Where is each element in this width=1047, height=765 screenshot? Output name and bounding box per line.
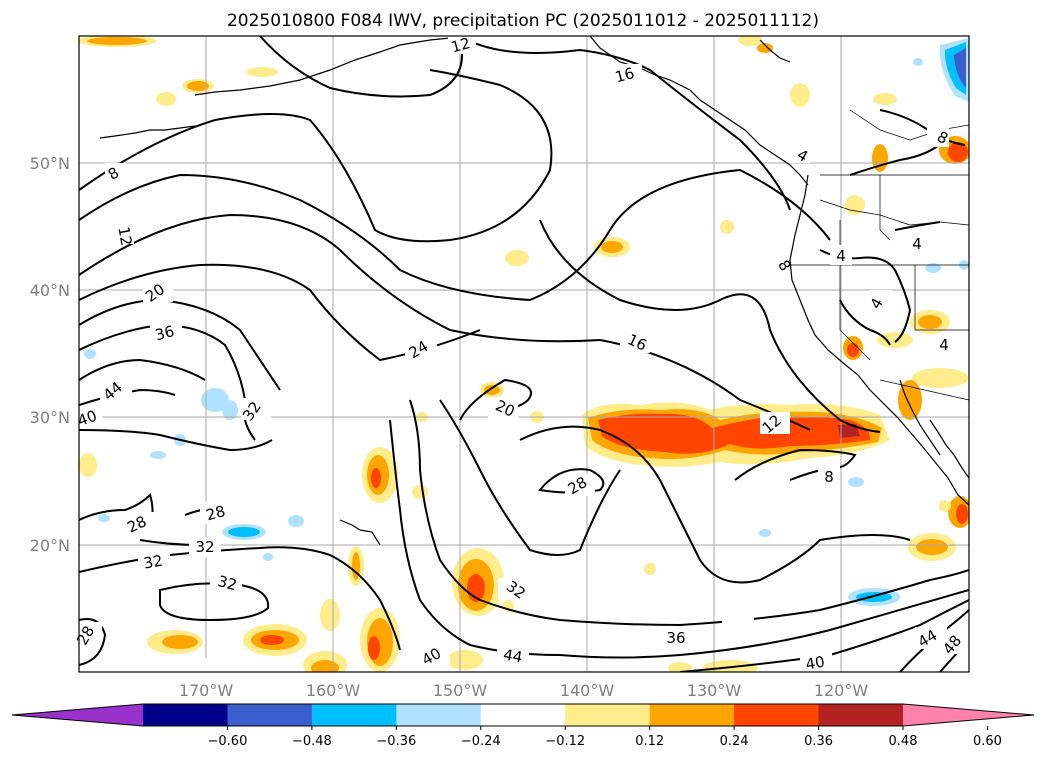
contour-label: 12 (114, 225, 135, 247)
contour-label-halos (79, 36, 969, 672)
colorbar-extend-high (903, 704, 1034, 726)
contour-label: 32 (216, 572, 239, 594)
colorbar-extend-low (12, 704, 143, 726)
colorbar-tick-label: 0.36 (804, 734, 833, 749)
lon-label-120w: 120°W (814, 681, 869, 700)
colorbar-tick-label: −0.48 (292, 734, 332, 749)
lon-label-170w: 170°W (179, 681, 234, 700)
contour-label: 8 (824, 468, 834, 486)
colorbar-tick-label: −0.60 (208, 734, 248, 749)
contour-label: 40 (804, 653, 826, 674)
colorbar-outline (11, 703, 1035, 727)
plot-area (79, 36, 969, 672)
lat-labels: 50°N 40°N 30°N 20°N (30, 154, 70, 555)
lon-label-140w: 140°W (560, 681, 615, 700)
lon-label-130w: 130°W (687, 681, 742, 700)
colorbar-segment (396, 704, 482, 726)
precip-blobs (79, 36, 969, 672)
colorbar-tick-label: 0.24 (720, 734, 749, 749)
lat-label-50n: 50°N (30, 154, 70, 173)
contour-label: 28 (204, 502, 227, 524)
contour-label: 4 (939, 336, 949, 354)
iwv-contours (79, 36, 969, 672)
contour-label: 12 (449, 34, 472, 56)
lat-label-30n: 30°N (30, 408, 70, 427)
colorbar-tick-label: 0.12 (635, 734, 664, 749)
lon-labels: 170°W 160°W 150°W 140°W 130°W 120°W (179, 681, 869, 700)
colorbar-segment (649, 704, 735, 726)
negative-shading (84, 38, 969, 606)
colorbar: −0.60 −0.48 −0.36 −0.24 −0.12 0.12 0.24 0.36 0.4… (11, 703, 1035, 749)
lat-label-20n: 20°N (30, 536, 70, 555)
lon-label-160w: 160°W (306, 681, 361, 700)
colorbar-segment (818, 704, 904, 726)
contour-label: 16 (613, 64, 636, 86)
gridlines (79, 36, 969, 672)
figure-title: 2025010800 F084 IWV, precipitation PC (2… (227, 11, 819, 31)
contour-label: 40 (75, 407, 99, 430)
contour-label: 44 (502, 646, 524, 667)
colorbar-tick-label: −0.24 (461, 734, 501, 749)
lon-label-150w: 150°W (433, 681, 488, 700)
lat-label-40n: 40°N (30, 281, 70, 300)
colorbar-segment (143, 704, 228, 726)
colorbar-tick-label: −0.36 (376, 734, 416, 749)
contour-label: 32 (195, 538, 214, 556)
plot-frame (78, 35, 970, 673)
contour-label: 36 (666, 629, 685, 647)
colorbar-segment (565, 704, 651, 726)
colorbar-segment (734, 704, 820, 726)
contour-label: 4 (836, 247, 846, 265)
contour-label: 4 (912, 235, 922, 253)
colorbar-segment (480, 704, 566, 726)
colorbar-segment (227, 704, 313, 726)
colorbar-tick-label: −0.12 (545, 734, 585, 749)
colorbar-tick-label: 0.60 (973, 734, 1002, 749)
colorbar-tick-label: 0.48 (889, 734, 918, 749)
colorbar-segment (311, 704, 397, 726)
contour-label: 36 (153, 322, 176, 344)
contour-label: 32 (142, 552, 164, 573)
